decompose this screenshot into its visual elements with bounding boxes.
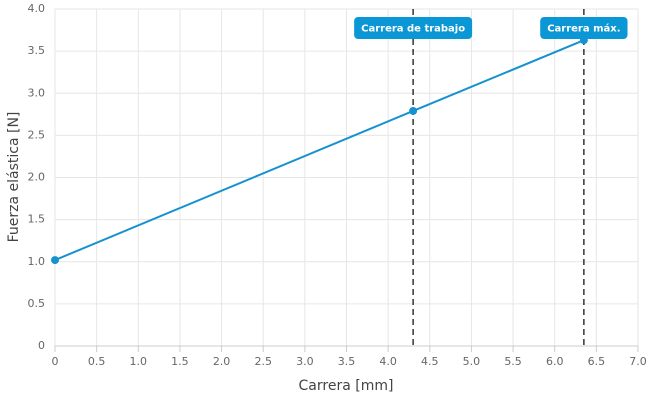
y-tick-label: 0 — [38, 339, 45, 352]
x-tick-label: 7.0 — [629, 355, 647, 368]
y-axis-title: Fuerza elástica [N] — [6, 112, 22, 243]
y-tick-label: 2.5 — [28, 128, 46, 141]
annotation-label: Carrera de trabajo — [354, 17, 473, 39]
y-tick-label: 1.0 — [28, 255, 46, 268]
annotation-box — [354, 17, 473, 39]
x-tick-label: 0.5 — [88, 355, 106, 368]
x-tick-label: 1.5 — [171, 355, 189, 368]
y-tick-label: 2.0 — [28, 171, 46, 184]
x-tick-label: 4.0 — [379, 355, 397, 368]
x-tick-label: 5.0 — [463, 355, 481, 368]
x-tick-label: 6.5 — [588, 355, 606, 368]
x-tick-label: 2.0 — [213, 355, 231, 368]
x-tick-label: 4.5 — [421, 355, 439, 368]
y-tick-label: 0.5 — [28, 297, 46, 310]
x-tick-label: 0 — [52, 355, 59, 368]
x-axis-title: Carrera [mm] — [299, 378, 394, 394]
x-tick-label: 3.5 — [338, 355, 356, 368]
x-tick-label: 3.0 — [296, 355, 314, 368]
x-tick-label: 6.0 — [546, 355, 564, 368]
y-tick-label: 3.0 — [28, 86, 46, 99]
annotation-box — [540, 17, 628, 39]
data-point — [409, 106, 418, 115]
series-line — [54, 39, 585, 261]
y-tick-label: 4.0 — [28, 2, 46, 15]
annotation-text: Carrera máx. — [547, 23, 620, 35]
annotation-label: Carrera máx. — [540, 17, 628, 39]
x-tick-label: 1.0 — [130, 355, 148, 368]
y-tick-label: 3.5 — [28, 44, 46, 57]
x-tick-label: 2.5 — [254, 355, 272, 368]
x-tick-label: 5.5 — [504, 355, 522, 368]
annotation-text: Carrera de trabajo — [361, 24, 465, 35]
data-point — [51, 256, 59, 265]
y-tick-label: 1.5 — [28, 213, 46, 226]
